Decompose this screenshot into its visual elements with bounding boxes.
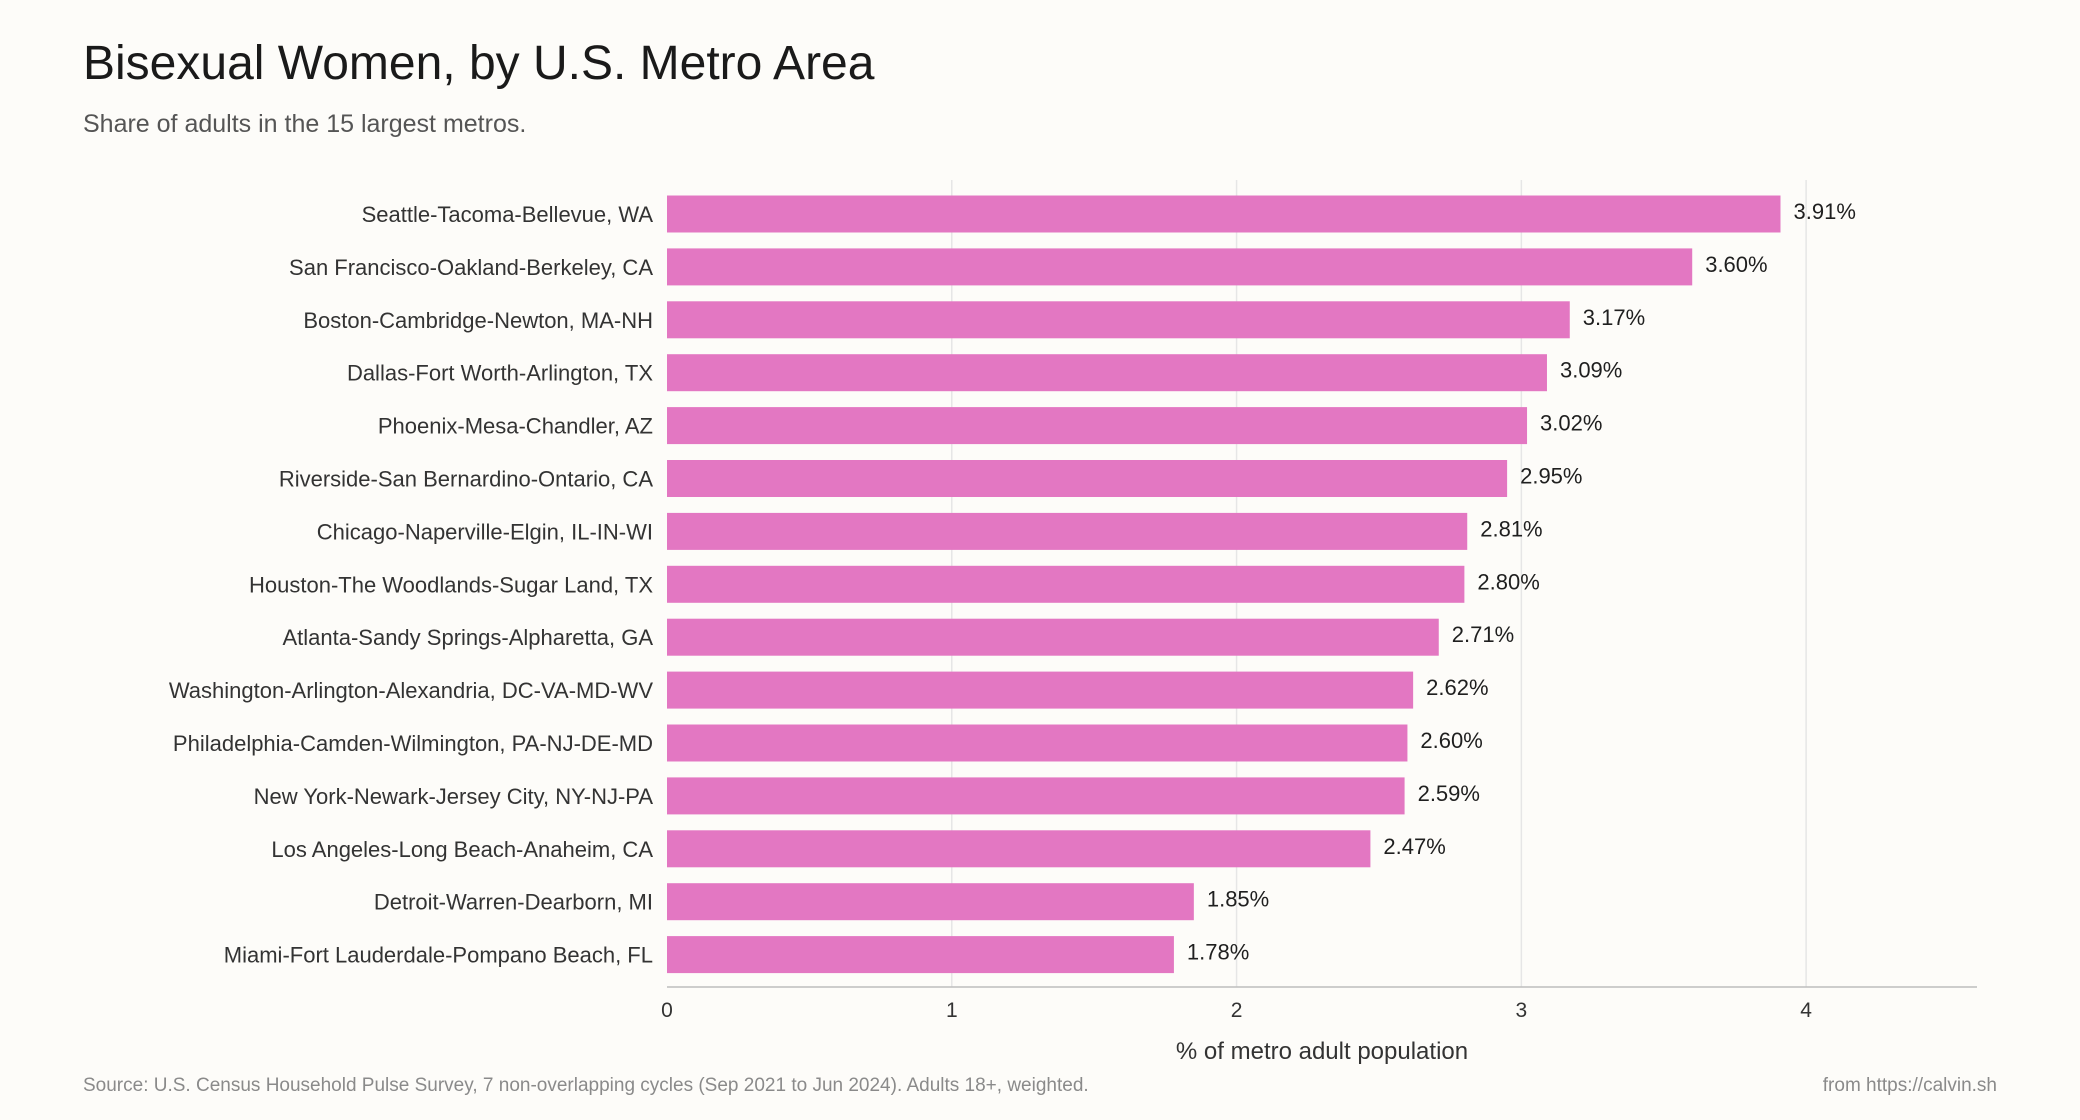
x-tick-label: 0 bbox=[661, 999, 673, 1022]
x-tick-label: 1 bbox=[946, 999, 958, 1022]
category-label: Riverside-San Bernardino-Ontario, CA bbox=[279, 467, 653, 492]
chart-title: Bisexual Women, by U.S. Metro Area bbox=[83, 37, 875, 90]
bar bbox=[667, 671, 1414, 709]
bar bbox=[667, 830, 1371, 868]
x-tick-label: 2 bbox=[1231, 999, 1243, 1022]
value-label: 1.85% bbox=[1207, 887, 1269, 912]
value-label: 2.80% bbox=[1477, 569, 1539, 594]
category-label: Houston-The Woodlands-Sugar Land, TX bbox=[249, 572, 653, 597]
category-label: New York-Newark-Jersey City, NY-NJ-PA bbox=[254, 784, 654, 809]
value-label: 2.71% bbox=[1452, 622, 1514, 647]
category-label: Dallas-Fort Worth-Arlington, TX bbox=[347, 361, 653, 386]
category-label: Philadelphia-Camden-Wilmington, PA-NJ-DE… bbox=[173, 731, 653, 756]
value-label: 3.09% bbox=[1560, 358, 1622, 383]
value-label: 3.91% bbox=[1794, 199, 1856, 224]
category-label: Detroit-Warren-Dearborn, MI bbox=[374, 890, 653, 915]
value-label: 2.59% bbox=[1418, 781, 1480, 806]
value-label: 2.47% bbox=[1383, 834, 1445, 859]
bar bbox=[667, 777, 1405, 815]
labels: Seattle-Tacoma-Bellevue, WA 3.91% San Fran… bbox=[169, 199, 1856, 968]
bar bbox=[667, 618, 1439, 656]
bar bbox=[667, 512, 1468, 550]
chart-subtitle: Share of adults in the 15 largest metros… bbox=[83, 110, 527, 138]
bar bbox=[667, 407, 1528, 445]
bar bbox=[667, 248, 1693, 286]
credit-link: from https://calvin.sh bbox=[1822, 1075, 1997, 1096]
value-label: 3.02% bbox=[1540, 411, 1602, 436]
category-label: Washington-Arlington-Alexandria, DC-VA-M… bbox=[169, 678, 653, 703]
x-tick-label: 3 bbox=[1516, 999, 1528, 1022]
value-label: 2.95% bbox=[1520, 464, 1582, 489]
category-label: Seattle-Tacoma-Bellevue, WA bbox=[362, 202, 654, 227]
bars bbox=[667, 195, 1781, 974]
category-label: Los Angeles-Long Beach-Anaheim, CA bbox=[271, 837, 653, 862]
bar bbox=[667, 195, 1781, 233]
value-label: 2.60% bbox=[1420, 728, 1482, 753]
value-label: 2.62% bbox=[1426, 675, 1488, 700]
value-label: 1.78% bbox=[1187, 940, 1249, 965]
value-label: 3.17% bbox=[1583, 305, 1645, 330]
value-label: 3.60% bbox=[1705, 252, 1767, 277]
x-axis-title: % of metro adult population bbox=[1176, 1038, 1468, 1065]
bar bbox=[667, 883, 1194, 921]
bar bbox=[667, 301, 1570, 339]
source-note: Source: U.S. Census Household Pulse Surv… bbox=[83, 1075, 1089, 1096]
x-axis: 0 1 2 3 4 % of metro adult population bbox=[661, 986, 1977, 1065]
x-tick-label: 4 bbox=[1800, 999, 1812, 1022]
category-label: San Francisco-Oakland-Berkeley, CA bbox=[289, 255, 653, 280]
category-label: Boston-Cambridge-Newton, MA-NH bbox=[303, 308, 653, 333]
category-label: Atlanta-Sandy Springs-Alpharetta, GA bbox=[282, 625, 653, 650]
bar bbox=[667, 460, 1508, 497]
category-label: Miami-Fort Lauderdale-Pompano Beach, FL bbox=[224, 943, 653, 968]
bar bbox=[667, 936, 1174, 974]
category-label: Chicago-Naperville-Elgin, IL-IN-WI bbox=[317, 519, 653, 544]
bar bbox=[667, 724, 1408, 762]
category-label: Phoenix-Mesa-Chandler, AZ bbox=[378, 414, 653, 439]
bar bbox=[667, 565, 1465, 603]
bar bbox=[667, 354, 1547, 392]
value-label: 2.81% bbox=[1480, 516, 1542, 541]
